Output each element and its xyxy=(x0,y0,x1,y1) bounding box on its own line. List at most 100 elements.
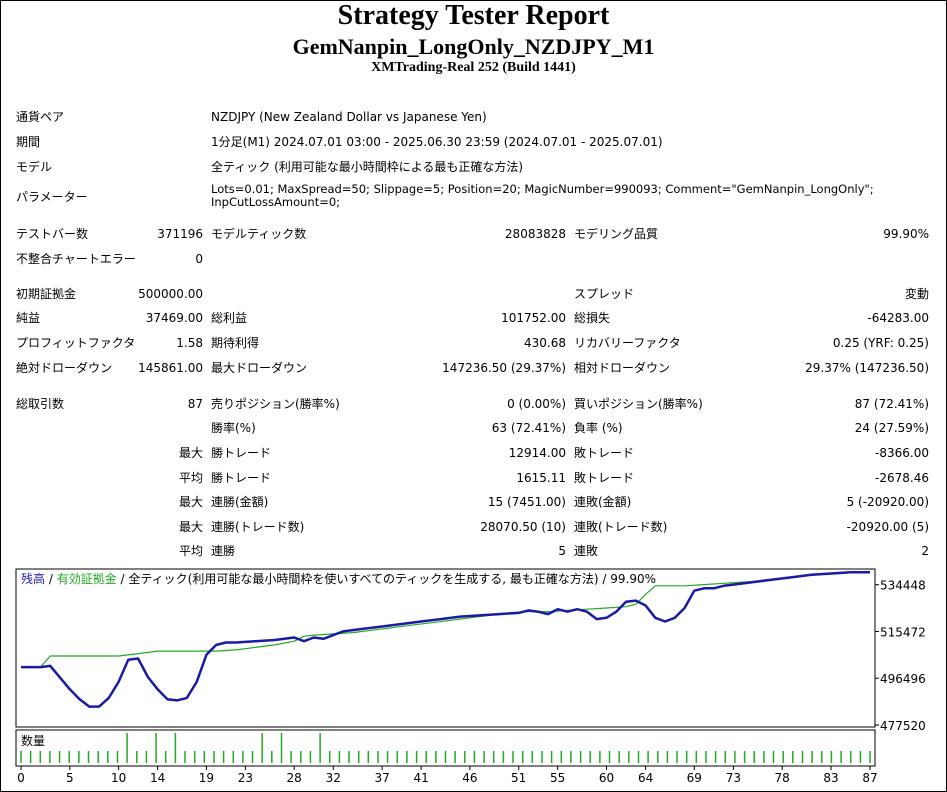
report-title: Strategy Tester Report xyxy=(337,0,610,31)
avgloss-label: 敗トレード xyxy=(574,471,635,485)
mismatch-label: 不整合チャートエラー xyxy=(16,252,136,266)
long-value: 87 (72.41%) xyxy=(854,397,929,411)
maxconswin-value: 15 (7451.00) xyxy=(487,495,566,509)
short-value: 0 (0.00%) xyxy=(507,397,566,411)
avg-prefix-2: 平均 xyxy=(178,544,203,558)
netprofit-value: 37469.00 xyxy=(145,311,203,325)
x-tick-label: 28 xyxy=(287,771,302,785)
long-label: 買いポジション(勝率%) xyxy=(574,397,703,411)
netprofit-label: 純益 xyxy=(16,311,41,325)
symbol-value: NZDJPY (New Zealand Dollar vs Japanese Y… xyxy=(211,110,487,124)
legend-equity: 有効証拠金 xyxy=(57,571,117,586)
absdd-label: 絶対ドローダウン xyxy=(16,361,113,375)
maxconsprofit-label: 連勝(トレード数) xyxy=(211,520,305,534)
symbol-label: 通貨ペア xyxy=(16,110,65,124)
reldd-label: 相対ドローダウン xyxy=(574,361,671,375)
x-tick-label: 87 xyxy=(862,771,877,785)
x-tick-label: 23 xyxy=(238,771,253,785)
legend-model-text: / 全ティック(利用可能な最小時間枠を使いすべてのティックを生成する, 最も正確… xyxy=(117,571,656,586)
x-tick-label: 37 xyxy=(374,771,389,785)
avgconsloss-value: 2 xyxy=(921,544,929,558)
equity-line xyxy=(21,571,870,668)
grossloss-label: 総損失 xyxy=(574,311,611,325)
deposit-value: 500000.00 xyxy=(138,287,203,301)
period-value: 1分足(M1) 2024.07.01 03:00 - 2025.06.30 23… xyxy=(211,135,663,149)
x-tick-label: 73 xyxy=(726,771,741,785)
avgconswin-label: 連勝 xyxy=(211,544,236,558)
avgloss-value: -2678.46 xyxy=(875,471,929,485)
avgconsloss-label: 連敗 xyxy=(574,544,599,558)
legend-separator: / xyxy=(45,572,57,586)
lossrate-value: 24 (27.59%) xyxy=(854,421,929,435)
x-tick-label: 64 xyxy=(638,771,653,785)
max-prefix-2: 最大 xyxy=(178,495,203,509)
params-line-1: Lots=0.01; MaxSpread=50; Slippage=5; Pos… xyxy=(211,182,874,196)
volume-label: 数量 xyxy=(21,733,45,748)
avg-prefix-1: 平均 xyxy=(178,471,203,485)
maxwin-value: 12914.00 xyxy=(508,446,566,460)
x-tick-label: 10 xyxy=(111,771,126,785)
legend-balance: 残高 xyxy=(21,571,45,586)
winrate-label: 勝率(%) xyxy=(211,421,256,435)
lossrate-label: 負率 (%) xyxy=(574,421,623,435)
maxconslossamt-value: -20920.00 (5) xyxy=(846,520,929,534)
spread-label: スプレッド xyxy=(574,287,635,301)
period-label: 期間 xyxy=(16,135,41,149)
short-label: 売りポジション(勝率%) xyxy=(211,397,340,411)
x-tick-label: 14 xyxy=(150,771,165,785)
bars-value: 371196 xyxy=(157,227,203,241)
maxloss-label: 敗トレード xyxy=(574,446,635,460)
x-tick-label: 78 xyxy=(775,771,790,785)
ticks-label: モデルティック数 xyxy=(211,227,307,241)
y-tick-label: 515472 xyxy=(880,626,926,640)
x-tick-label: 60 xyxy=(599,771,614,785)
trades-label: 総取引数 xyxy=(16,397,65,411)
x-tick-label: 83 xyxy=(823,771,838,785)
absdd-value: 145861.00 xyxy=(138,361,203,375)
strategy-name: GemNanpin_LongOnly_NZDJPY_M1 xyxy=(292,34,655,59)
x-tick-label: 32 xyxy=(326,771,341,785)
x-tick-label: 41 xyxy=(413,771,428,785)
grossprofit-label: 総利益 xyxy=(211,311,248,325)
y-tick-label: 534448 xyxy=(880,579,926,593)
max-prefix-3: 最大 xyxy=(178,520,203,534)
avgwin-value: 1615.11 xyxy=(516,471,566,485)
params-line-2: InpCutLossAmount=0; xyxy=(211,195,341,209)
model-value: 全ティック (利用可能な最小時間枠による最も正確な方法) xyxy=(211,160,524,174)
trades-value: 87 xyxy=(187,397,203,411)
main-plot-frame xyxy=(15,568,876,728)
params-label: パラメーター xyxy=(16,190,88,204)
rf-value: 0.25 (YRF: 0.25) xyxy=(832,336,929,350)
x-tick-label: 5 xyxy=(66,771,74,785)
maxconsloss-label: 連敗(金額) xyxy=(574,495,632,509)
y-tick-label: 496496 xyxy=(880,672,926,686)
payoff-value: 430.68 xyxy=(524,336,566,350)
grossloss-value: -64283.00 xyxy=(867,311,929,325)
pf-value: 1.58 xyxy=(176,336,203,350)
quality-label: モデリング品質 xyxy=(574,227,659,241)
winrate-value: 63 (72.41%) xyxy=(491,421,566,435)
x-tick-label: 19 xyxy=(199,771,214,785)
maxdd-value: 147236.50 (29.37%) xyxy=(442,361,566,375)
ticks-value: 28083828 xyxy=(504,227,566,241)
chart-legend: 残高 / 有効証拠金 / 全ティック(利用可能な最小時間枠を使いすべてのティック… xyxy=(21,571,656,586)
maxloss-value: -8366.00 xyxy=(875,446,929,460)
rf-label: リカバリーファクタ xyxy=(574,336,681,350)
maxconsloss-value: 5 (-20920.00) xyxy=(846,495,929,509)
y-tick-label: 477520 xyxy=(880,719,926,733)
x-tick-label: 46 xyxy=(462,771,477,785)
balance-line xyxy=(21,570,870,708)
grossprofit-value: 101752.00 xyxy=(501,311,566,325)
avgconswin-value: 5 xyxy=(558,544,566,558)
x-tick-label: 69 xyxy=(687,771,702,785)
model-label: モデル xyxy=(16,160,53,174)
server-build: XMTrading-Real 252 (Build 1441) xyxy=(371,60,576,75)
spread-value: 変動 xyxy=(904,287,929,301)
pf-label: プロフィットファクタ xyxy=(16,336,136,350)
quality-value: 99.90% xyxy=(883,227,929,241)
deposit-label: 初期証拠金 xyxy=(16,287,77,301)
avgwin-label: 勝トレード xyxy=(211,471,272,485)
mismatch-value: 0 xyxy=(195,252,203,266)
x-tick-label: 0 xyxy=(17,771,25,785)
maxconswin-label: 連勝(金額) xyxy=(211,495,269,509)
